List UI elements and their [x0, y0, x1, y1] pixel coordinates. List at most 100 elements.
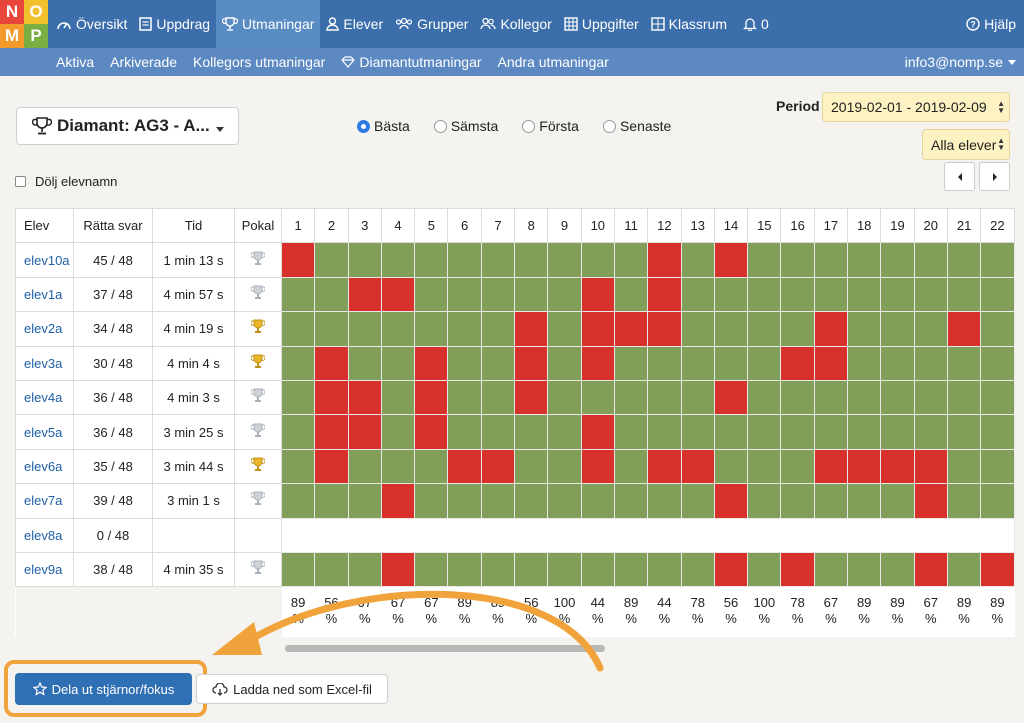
answer-cell-correct[interactable]	[946, 483, 982, 519]
answer-cell-correct[interactable]	[514, 551, 549, 588]
answer-cell-correct[interactable]	[347, 483, 382, 519]
subnav-andra-utmaningar[interactable]: Andra utmaningar	[490, 48, 617, 76]
answer-cell-correct[interactable]	[913, 414, 948, 450]
answer-cell-correct[interactable]	[913, 242, 948, 278]
answer-cell-wrong[interactable]	[713, 483, 749, 519]
answer-cell-correct[interactable]	[880, 379, 915, 416]
header-question[interactable]: 4	[380, 208, 416, 244]
nav-item-uppdrag[interactable]: Uppdrag	[133, 0, 216, 48]
results-table-container[interactable]: Elev Rätta svar Tid Pokal 1 2 3 4 5 6 7 …	[15, 208, 1024, 640]
answer-cell-correct[interactable]	[514, 448, 549, 485]
answer-cell-correct[interactable]	[547, 379, 582, 416]
answer-cell-wrong[interactable]	[980, 551, 1015, 588]
nav-item-klassrum[interactable]: Klassrum	[645, 0, 733, 48]
answer-cell-correct[interactable]	[380, 311, 416, 347]
answer-cell-correct[interactable]	[680, 242, 715, 278]
answer-cell-correct[interactable]	[913, 311, 948, 347]
nav-item-grupper[interactable]: Grupper	[389, 0, 474, 48]
answer-cell-correct[interactable]	[414, 311, 449, 347]
subnav-kollegors-utmaningar[interactable]: Kollegors utmaningar	[185, 48, 333, 76]
answer-cell-correct[interactable]	[847, 551, 882, 588]
answer-cell-correct[interactable]	[780, 379, 815, 416]
answer-cell-correct[interactable]	[847, 276, 882, 313]
header-question[interactable]: 16	[780, 208, 815, 244]
header-question[interactable]: 21	[946, 208, 982, 244]
hide-names-toggle[interactable]: Dölj elevnamn	[15, 174, 117, 189]
answer-cell-wrong[interactable]	[380, 551, 416, 588]
answer-cell-correct[interactable]	[780, 242, 815, 278]
answer-cell-correct[interactable]	[946, 379, 982, 416]
answer-cell-correct[interactable]	[280, 311, 316, 347]
answer-cell-correct[interactable]	[780, 448, 815, 485]
header-question[interactable]: 22	[980, 208, 1015, 244]
answer-cell-wrong[interactable]	[647, 311, 682, 347]
answer-cell-wrong[interactable]	[580, 345, 615, 381]
answer-cell-correct[interactable]	[414, 242, 449, 278]
answer-cell-wrong[interactable]	[414, 414, 449, 450]
header-question[interactable]: 6	[447, 208, 482, 244]
answer-cell-correct[interactable]	[280, 414, 316, 450]
answer-cell-correct[interactable]	[780, 276, 815, 313]
answer-cell-correct[interactable]	[580, 551, 615, 588]
answer-cell-correct[interactable]	[414, 448, 449, 485]
answer-cell-wrong[interactable]	[314, 379, 349, 416]
answer-cell-correct[interactable]	[314, 242, 349, 278]
answer-cell-correct[interactable]	[414, 276, 449, 313]
header-question[interactable]: 11	[613, 208, 649, 244]
answer-cell-correct[interactable]	[913, 345, 948, 381]
answer-cell-wrong[interactable]	[647, 242, 682, 278]
answer-cell-correct[interactable]	[447, 311, 482, 347]
answer-cell-correct[interactable]	[613, 242, 649, 278]
answer-cell-correct[interactable]	[980, 379, 1015, 416]
answer-cell-correct[interactable]	[747, 448, 782, 485]
answer-cell-correct[interactable]	[547, 345, 582, 381]
header-question[interactable]: 1	[280, 208, 316, 244]
answer-cell-correct[interactable]	[847, 414, 882, 450]
answer-cell-correct[interactable]	[813, 551, 849, 588]
answer-cell-correct[interactable]	[680, 276, 715, 313]
answer-cell-correct[interactable]	[447, 483, 482, 519]
nav-item-notifications[interactable]: 0	[737, 0, 775, 48]
header-question[interactable]: 13	[680, 208, 715, 244]
hide-names-checkbox[interactable]	[15, 176, 26, 187]
period-select[interactable]: 2019-02-01 - 2019-02-09 ▲ ▼	[822, 92, 1010, 122]
answer-cell-correct[interactable]	[547, 242, 582, 278]
header-question[interactable]: 18	[847, 208, 882, 244]
challenge-dropdown[interactable]: Diamant: AG3 - A...	[16, 107, 239, 145]
radio-indicator[interactable]	[433, 119, 447, 133]
download-excel-button[interactable]: Ladda ned som Excel-fil	[196, 674, 388, 704]
answer-cell-correct[interactable]	[747, 345, 782, 381]
answer-cell-wrong[interactable]	[380, 483, 416, 519]
answer-cell-wrong[interactable]	[713, 242, 749, 278]
answer-cell-correct[interactable]	[447, 414, 482, 450]
answer-cell-correct[interactable]	[280, 551, 316, 588]
nomp-logo[interactable]: N O M P	[0, 0, 48, 48]
answer-cell-wrong[interactable]	[480, 448, 516, 485]
answer-cell-correct[interactable]	[880, 242, 915, 278]
answer-cell-correct[interactable]	[547, 311, 582, 347]
answer-cell-correct[interactable]	[813, 414, 849, 450]
answer-cell-wrong[interactable]	[813, 345, 849, 381]
answer-cell-correct[interactable]	[280, 379, 316, 416]
answer-cell-correct[interactable]	[547, 414, 582, 450]
answer-cell-correct[interactable]	[880, 345, 915, 381]
answer-cell-correct[interactable]	[946, 276, 982, 313]
answer-cell-correct[interactable]	[813, 483, 849, 519]
nav-item-utmaningar[interactable]: Utmaningar	[216, 0, 321, 48]
answer-cell-correct[interactable]	[547, 483, 582, 519]
answer-cell-correct[interactable]	[347, 311, 382, 347]
answer-cell-correct[interactable]	[680, 414, 715, 450]
answer-cell-correct[interactable]	[514, 414, 549, 450]
help-link[interactable]: ? Hjälp	[966, 0, 1016, 48]
student-name-link[interactable]: elev7a	[15, 483, 74, 519]
header-correct[interactable]: Rätta svar	[73, 208, 153, 244]
answer-cell-correct[interactable]	[613, 379, 649, 416]
answer-cell-correct[interactable]	[880, 414, 915, 450]
header-question[interactable]: 20	[913, 208, 948, 244]
answer-cell-correct[interactable]	[280, 276, 316, 313]
answer-cell-wrong[interactable]	[447, 448, 482, 485]
answer-cell-correct[interactable]	[580, 483, 615, 519]
radio-senaste[interactable]: Senaste	[602, 118, 671, 134]
answer-cell-correct[interactable]	[580, 379, 615, 416]
answer-cell-correct[interactable]	[314, 276, 349, 313]
